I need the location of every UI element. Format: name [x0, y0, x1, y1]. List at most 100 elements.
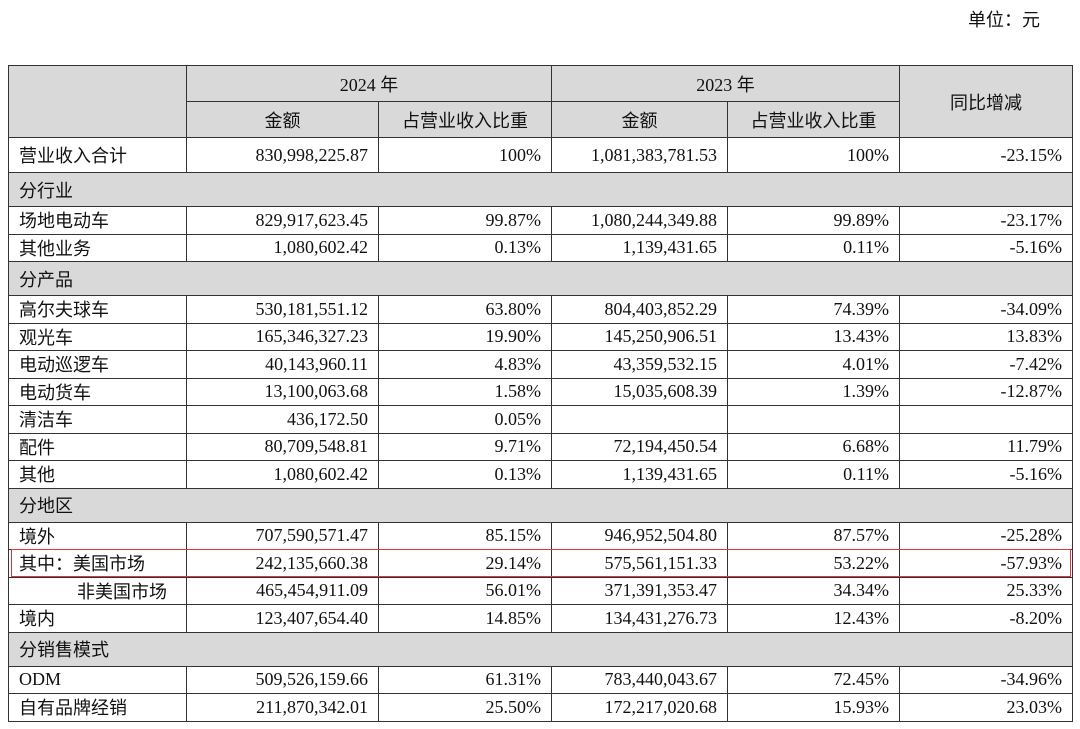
value-cell: 1,080,244,349.88	[551, 206, 728, 235]
value-cell: -25.28%	[899, 521, 1073, 550]
value-cell: 165,346,327.23	[186, 322, 379, 351]
value-cell: 0.05%	[378, 405, 552, 434]
value-cell: 1,081,383,781.53	[551, 137, 728, 173]
row-label: 其中：美国市场	[8, 549, 187, 578]
data-row: 其他业务 1,080,602.42 0.13% 1,139,431.65 0.11% -5…	[8, 233, 1073, 262]
value-cell: -57.93%	[899, 549, 1073, 578]
value-cell: 946,952,504.80	[551, 521, 728, 550]
value-cell: 804,403,852.29	[551, 295, 728, 324]
value-cell: 56.01%	[378, 576, 552, 605]
year-header: 2024 年	[186, 65, 552, 102]
value-cell: 1.58%	[378, 377, 552, 406]
column-header: 占营业收入比重	[378, 101, 552, 138]
data-row: 清洁车 436,172.50 0.05%	[8, 405, 1073, 434]
value-cell: 1,139,431.65	[551, 233, 728, 262]
value-cell: 1,139,431.65	[551, 460, 728, 489]
row-label: 境外	[8, 521, 187, 550]
value-cell: 1,080,602.42	[186, 460, 379, 489]
value-cell: 530,181,551.12	[186, 295, 379, 324]
value-cell: -5.16%	[899, 233, 1073, 262]
value-cell: 465,454,911.09	[186, 576, 379, 605]
value-cell: 829,917,623.45	[186, 206, 379, 235]
value-cell: 123,407,654.40	[186, 604, 379, 633]
value-cell: 72.45%	[727, 665, 900, 694]
value-cell: 25.33%	[899, 576, 1073, 605]
table-body: 营业收入合计 830,998,225.87 100% 1,081,383,781.53…	[8, 137, 1073, 722]
row-label: 电动巡逻车	[8, 350, 187, 379]
value-cell: 0.11%	[727, 460, 900, 489]
data-row: 高尔夫球车 530,181,551.12 63.80% 804,403,852.29 7…	[8, 295, 1073, 324]
value-cell: 11.79%	[899, 432, 1073, 461]
value-cell: -8.20%	[899, 604, 1073, 633]
change-header: 同比增减	[899, 65, 1073, 138]
value-cell	[551, 405, 728, 434]
row-label: 其他	[8, 460, 187, 489]
value-cell: 0.13%	[378, 460, 552, 489]
row-label: 电动货车	[8, 377, 187, 406]
data-row: 境内 123,407,654.40 14.85% 134,431,276.73 12.4…	[8, 604, 1073, 633]
data-row: 其中：美国市场 242,135,660.38 29.14% 575,561,151.3…	[8, 549, 1073, 578]
value-cell: 242,135,660.38	[186, 549, 379, 578]
section-row: 分地区	[8, 487, 1073, 523]
value-cell: 6.68%	[727, 432, 900, 461]
data-row: 非美国市场 465,454,911.09 56.01% 371,391,353.47 3…	[8, 576, 1073, 605]
value-cell: 371,391,353.47	[551, 576, 728, 605]
row-label: 营业收入合计	[8, 137, 187, 173]
value-cell: 12.43%	[727, 604, 900, 633]
data-row: 境外 707,590,571.47 85.15% 946,952,504.80 87.5…	[8, 521, 1073, 550]
value-cell: 80,709,548.81	[186, 432, 379, 461]
table-head: 2024 年 2023 年 同比增减 金额 占营业收入比重 金额 占营业收入比重	[8, 65, 1073, 138]
corner-cell	[8, 65, 187, 138]
section-row: 分行业	[8, 172, 1073, 207]
row-label: 高尔夫球车	[8, 295, 187, 324]
data-row: ODM 509,526,159.66 61.31% 783,440,043.67 72.…	[8, 665, 1073, 694]
value-cell: 145,250,906.51	[551, 322, 728, 351]
section-label: 分地区	[8, 487, 1073, 523]
revenue-table: 2024 年 2023 年 同比增减 金额 占营业收入比重 金额 占营业收入比重…	[8, 65, 1073, 722]
value-cell: 53.22%	[727, 549, 900, 578]
year-header: 2023 年	[551, 65, 900, 102]
value-cell: 40,143,960.11	[186, 350, 379, 379]
value-cell: 100%	[378, 137, 552, 173]
data-row: 电动货车 13,100,063.68 1.58% 15,035,608.39 1.39%…	[8, 377, 1073, 406]
value-cell: -23.15%	[899, 137, 1073, 173]
section-row: 分产品	[8, 261, 1073, 296]
value-cell: 13.83%	[899, 322, 1073, 351]
data-row: 电动巡逻车 40,143,960.11 4.83% 43,359,532.15 4.01…	[8, 350, 1073, 379]
value-cell	[727, 405, 900, 434]
section-label: 分行业	[8, 172, 1073, 207]
row-label: 自有品牌经销	[8, 693, 187, 722]
value-cell: -34.96%	[899, 665, 1073, 694]
section-label: 分销售模式	[8, 631, 1073, 667]
column-header: 金额	[551, 101, 728, 138]
row-label: 配件	[8, 432, 187, 461]
value-cell: 23.03%	[899, 693, 1073, 722]
data-row: 其他 1,080,602.42 0.13% 1,139,431.65 0.11% -5.1…	[8, 460, 1073, 489]
value-cell: -7.42%	[899, 350, 1073, 379]
value-cell: 134,431,276.73	[551, 604, 728, 633]
row-label: 其他业务	[8, 233, 187, 262]
value-cell: 509,526,159.66	[186, 665, 379, 694]
row-label: 清洁车	[8, 405, 187, 434]
value-cell: 172,217,020.68	[551, 693, 728, 722]
value-cell: 0.11%	[727, 233, 900, 262]
row-label: 境内	[8, 604, 187, 633]
value-cell: 13,100,063.68	[186, 377, 379, 406]
value-cell: 100%	[727, 137, 900, 173]
value-cell: 34.34%	[727, 576, 900, 605]
section-row: 分销售模式	[8, 631, 1073, 667]
value-cell: 72,194,450.54	[551, 432, 728, 461]
unit-note: 单位：元	[968, 10, 1040, 30]
value-cell	[899, 405, 1073, 434]
value-cell: 85.15%	[378, 521, 552, 550]
column-header: 占营业收入比重	[727, 101, 900, 138]
value-cell: 4.01%	[727, 350, 900, 379]
value-cell: 783,440,043.67	[551, 665, 728, 694]
value-cell: 9.71%	[378, 432, 552, 461]
value-cell: 575,561,151.33	[551, 549, 728, 578]
value-cell: 436,172.50	[186, 405, 379, 434]
column-header: 金额	[186, 101, 379, 138]
value-cell: -34.09%	[899, 295, 1073, 324]
data-row: 自有品牌经销 211,870,342.01 25.50% 172,217,020.68…	[8, 693, 1073, 722]
